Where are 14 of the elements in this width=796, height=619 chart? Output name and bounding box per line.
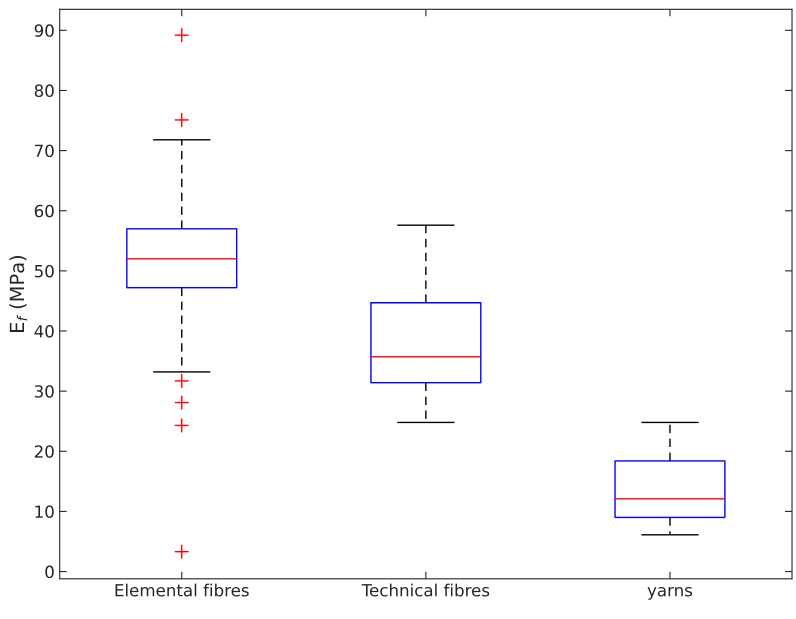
x-tick-label: yarns — [648, 586, 692, 600]
y-tick-label: 70 — [35, 144, 54, 158]
y-tick-label: 30 — [34, 385, 54, 398]
y-tick-label: 10 — [35, 505, 54, 518]
y-tick-label: 90 — [34, 24, 54, 37]
y-axis-title: E$_{f}$ (MPa) — [9, 256, 28, 332]
y-tick-label: 80 — [34, 84, 54, 98]
x-tick-label: Technical fibres — [362, 584, 490, 597]
x-tick-label: Elemental fibres — [116, 584, 249, 597]
y-tick-label: 0 — [45, 566, 54, 578]
y-tick-label: 40 — [34, 324, 54, 338]
y-tick-label: 60 — [34, 204, 54, 218]
y-tick-label: 50 — [34, 264, 54, 278]
y-tick-label: 20 — [34, 445, 54, 458]
